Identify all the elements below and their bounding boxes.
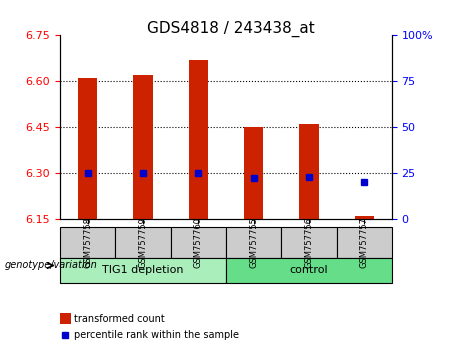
Text: genotype/variation: genotype/variation [5,261,97,270]
FancyBboxPatch shape [60,258,226,283]
FancyBboxPatch shape [60,227,115,258]
FancyBboxPatch shape [171,227,226,258]
Text: control: control [290,266,328,275]
Text: GDS4818 / 243438_at: GDS4818 / 243438_at [147,21,314,38]
FancyBboxPatch shape [115,227,171,258]
FancyBboxPatch shape [226,258,392,283]
Bar [133,75,153,219]
FancyBboxPatch shape [337,227,392,258]
Text: GSM757760: GSM757760 [194,217,203,268]
Text: GSM757756: GSM757756 [304,217,313,268]
Bar [244,127,263,219]
Text: GSM757757: GSM757757 [360,217,369,268]
Bar [299,124,319,219]
Text: TIG1 depletion: TIG1 depletion [102,266,183,275]
Text: GSM757755: GSM757755 [249,217,258,268]
Text: GSM757758: GSM757758 [83,217,92,268]
Bar [60,313,71,324]
Text: GSM757759: GSM757759 [138,217,148,268]
Bar [189,60,208,219]
FancyBboxPatch shape [226,227,281,258]
Text: transformed count: transformed count [74,314,165,324]
Bar [78,78,97,219]
Text: percentile rank within the sample: percentile rank within the sample [74,330,239,339]
Bar [355,216,374,219]
FancyBboxPatch shape [281,227,337,258]
